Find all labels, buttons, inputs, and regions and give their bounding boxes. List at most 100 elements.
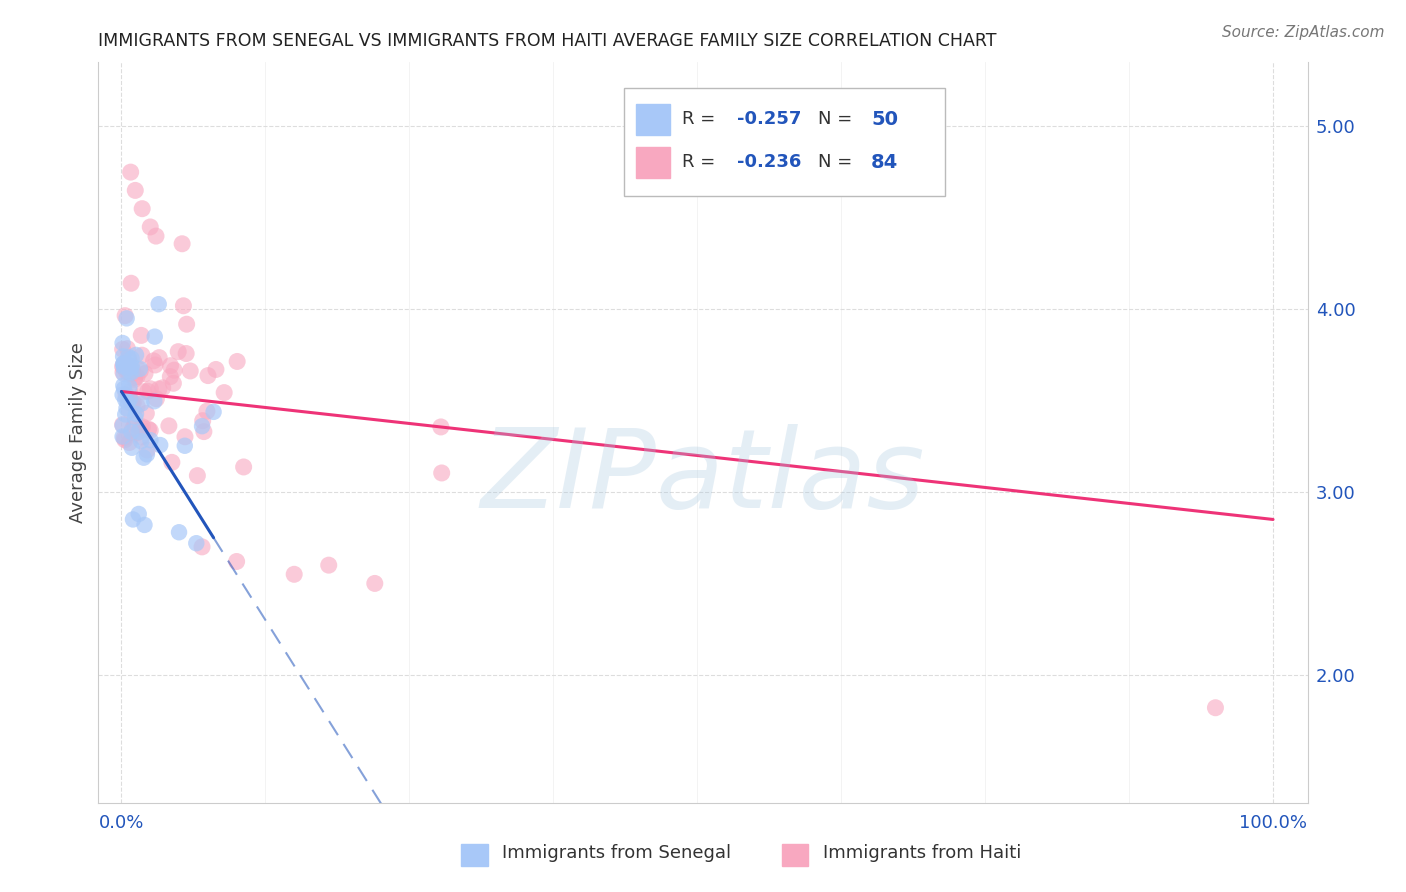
Point — [112, 350, 135, 364]
Point — [127, 399, 149, 413]
Point — [118, 367, 141, 381]
Point — [125, 348, 148, 362]
Point — [139, 382, 162, 396]
Point — [124, 370, 146, 384]
Point — [163, 363, 186, 377]
Point — [143, 358, 166, 372]
Point — [132, 450, 155, 465]
Point — [115, 401, 138, 416]
Point — [129, 434, 152, 449]
Point — [125, 407, 148, 421]
Point — [142, 354, 165, 368]
FancyBboxPatch shape — [624, 88, 945, 195]
Point — [112, 359, 135, 374]
FancyBboxPatch shape — [637, 103, 671, 135]
Point — [364, 576, 387, 591]
Point — [131, 348, 153, 362]
Point — [114, 309, 136, 323]
Point — [191, 419, 214, 434]
Point — [318, 558, 340, 573]
Point — [143, 394, 166, 409]
Point — [173, 439, 195, 453]
Point — [121, 441, 143, 455]
Point — [160, 455, 183, 469]
Point — [129, 328, 152, 343]
Point — [120, 425, 142, 439]
Point — [197, 368, 219, 383]
FancyBboxPatch shape — [461, 844, 488, 866]
Point — [115, 388, 138, 402]
Point — [112, 359, 135, 373]
Point — [128, 507, 150, 521]
Point — [111, 336, 134, 351]
Point — [134, 517, 156, 532]
Point — [112, 357, 135, 371]
Text: -0.257: -0.257 — [737, 111, 801, 128]
Point — [118, 380, 141, 394]
Point — [186, 536, 208, 550]
Point — [138, 422, 160, 436]
Point — [232, 459, 254, 474]
Point — [112, 367, 135, 381]
Point — [174, 346, 197, 360]
Point — [129, 421, 152, 435]
Point — [186, 468, 208, 483]
Point — [193, 425, 215, 439]
Point — [118, 403, 141, 417]
Point — [117, 395, 139, 409]
Point — [205, 362, 228, 376]
Point — [121, 359, 143, 373]
Point — [136, 442, 159, 457]
Point — [124, 417, 146, 432]
Text: Immigrants from Haiti: Immigrants from Haiti — [823, 844, 1021, 863]
Point — [122, 396, 145, 410]
Point — [118, 384, 141, 399]
Point — [114, 433, 136, 447]
Point — [174, 430, 197, 444]
Point — [212, 385, 235, 400]
Point — [143, 329, 166, 343]
Point — [118, 365, 141, 379]
Point — [195, 404, 218, 418]
Point — [159, 369, 181, 384]
Y-axis label: Average Family Size: Average Family Size — [69, 343, 87, 523]
Point — [179, 364, 201, 378]
Point — [131, 396, 153, 410]
Point — [159, 359, 181, 373]
Text: R =: R = — [682, 153, 721, 171]
Point — [125, 369, 148, 384]
Point — [120, 277, 142, 291]
Point — [124, 183, 146, 197]
Point — [135, 406, 157, 420]
Point — [124, 372, 146, 386]
Text: -0.236: -0.236 — [737, 153, 801, 171]
Point — [157, 418, 180, 433]
Point — [111, 429, 134, 443]
Point — [162, 376, 184, 391]
Point — [117, 342, 139, 356]
Point — [128, 362, 150, 376]
Point — [112, 382, 135, 396]
Text: IMMIGRANTS FROM SENEGAL VS IMMIGRANTS FROM HAITI AVERAGE FAMILY SIZE CORRELATION: IMMIGRANTS FROM SENEGAL VS IMMIGRANTS FR… — [98, 32, 997, 50]
Point — [226, 354, 249, 368]
Point — [149, 438, 172, 452]
Point — [127, 425, 149, 439]
Point — [131, 202, 153, 216]
Point — [139, 219, 162, 234]
Point — [191, 540, 214, 554]
Point — [114, 392, 136, 407]
Point — [191, 414, 214, 428]
Point — [115, 364, 138, 378]
Point — [135, 447, 157, 461]
Point — [148, 382, 170, 396]
Point — [172, 236, 194, 251]
Point — [127, 425, 149, 440]
Point — [283, 567, 305, 582]
Point — [430, 466, 453, 480]
Point — [139, 434, 162, 448]
Text: 50: 50 — [872, 110, 898, 129]
Text: R =: R = — [682, 111, 721, 128]
Point — [430, 420, 453, 434]
Point — [111, 388, 134, 402]
Text: Immigrants from Senegal: Immigrants from Senegal — [502, 844, 731, 863]
